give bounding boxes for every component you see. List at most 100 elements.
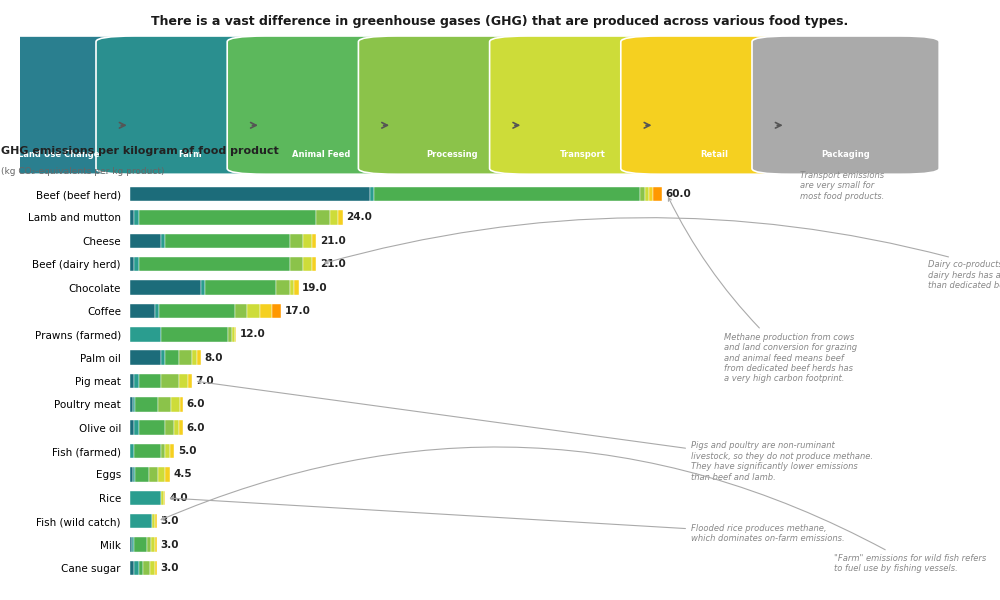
Bar xyxy=(130,350,161,365)
Bar xyxy=(130,327,161,341)
Text: 4.0: 4.0 xyxy=(169,493,188,503)
Text: Flooded rice produces methane,
which dominates on-farm emissions.: Flooded rice produces methane, which dom… xyxy=(170,497,845,543)
Bar xyxy=(161,350,165,365)
Bar xyxy=(152,514,155,529)
Text: Methane production from cows
and land conversion for grazing
and animal feed mea: Methane production from cows and land co… xyxy=(668,197,857,383)
Text: Land Use Change: Land Use Change xyxy=(18,149,99,158)
FancyBboxPatch shape xyxy=(490,36,677,174)
Bar xyxy=(312,233,316,248)
FancyBboxPatch shape xyxy=(227,36,414,174)
Bar xyxy=(165,421,174,435)
Bar xyxy=(139,257,290,271)
Bar xyxy=(158,467,165,482)
Bar xyxy=(130,444,134,458)
Text: GHG emissions per kilogram of food product: GHG emissions per kilogram of food produ… xyxy=(1,146,278,156)
Bar xyxy=(130,421,134,435)
Text: 4.5: 4.5 xyxy=(173,469,192,479)
Bar xyxy=(170,444,174,458)
Bar xyxy=(159,304,235,318)
Bar xyxy=(171,397,180,412)
Bar xyxy=(653,187,662,201)
Text: Farm: Farm xyxy=(178,149,201,158)
Bar xyxy=(164,491,165,505)
Bar xyxy=(640,187,645,201)
Bar xyxy=(134,374,139,388)
Bar xyxy=(130,467,133,482)
Bar xyxy=(645,187,649,201)
Text: Pigs and poultry are non-ruminant
livestock, so they do not produce methane.
The: Pigs and poultry are non-ruminant livest… xyxy=(198,380,873,481)
Bar xyxy=(338,210,343,224)
Bar xyxy=(130,514,152,529)
Bar xyxy=(276,280,290,295)
Bar xyxy=(149,467,158,482)
Text: Retail: Retail xyxy=(700,149,728,158)
Bar xyxy=(205,280,276,295)
Bar xyxy=(179,374,188,388)
Bar xyxy=(179,421,183,435)
FancyBboxPatch shape xyxy=(358,36,546,174)
Bar xyxy=(134,561,139,575)
Bar xyxy=(130,374,134,388)
Bar xyxy=(272,304,281,318)
Bar xyxy=(294,280,299,295)
Bar xyxy=(135,467,149,482)
Bar xyxy=(155,538,157,552)
Text: (kg CO₂-equivalents per kg product): (kg CO₂-equivalents per kg product) xyxy=(1,167,164,176)
Bar xyxy=(312,257,316,271)
Bar xyxy=(130,538,132,552)
Bar xyxy=(235,327,236,341)
Bar xyxy=(374,187,640,201)
Text: "Farm" emissions for wild fish refers
to fuel use by fishing vessels.: "Farm" emissions for wild fish refers to… xyxy=(161,447,986,573)
Text: 17.0: 17.0 xyxy=(284,306,310,316)
Bar xyxy=(161,327,228,341)
Text: 5.0: 5.0 xyxy=(178,446,196,456)
Bar xyxy=(130,257,134,271)
Bar xyxy=(155,561,157,575)
Bar xyxy=(179,350,192,365)
Bar xyxy=(132,538,134,552)
Text: 24.0: 24.0 xyxy=(346,212,372,223)
FancyBboxPatch shape xyxy=(621,36,808,174)
Text: 6.0: 6.0 xyxy=(187,423,205,433)
Bar xyxy=(139,561,143,575)
Text: Dairy co-products means beef from
dairy herds has a lower carbon footprint
than : Dairy co-products means beef from dairy … xyxy=(325,218,1000,290)
Bar xyxy=(649,187,653,201)
Bar xyxy=(139,210,316,224)
Text: Transport: Transport xyxy=(560,149,606,158)
Bar xyxy=(130,187,370,201)
Text: Packaging: Packaging xyxy=(821,149,870,158)
Bar xyxy=(139,374,161,388)
Bar xyxy=(290,280,294,295)
Bar xyxy=(316,210,330,224)
Text: Transport emissions
are very small for
most food products.: Transport emissions are very small for m… xyxy=(800,171,884,201)
Bar xyxy=(150,561,155,575)
Bar xyxy=(134,421,139,435)
Bar xyxy=(130,280,201,295)
Bar xyxy=(135,397,158,412)
Bar xyxy=(180,397,183,412)
Bar xyxy=(130,561,134,575)
Bar xyxy=(139,421,165,435)
Bar xyxy=(130,210,134,224)
Bar xyxy=(228,327,232,341)
Text: 3.0: 3.0 xyxy=(160,516,179,526)
FancyBboxPatch shape xyxy=(96,36,283,174)
Bar xyxy=(290,233,303,248)
Bar xyxy=(232,327,235,341)
Bar xyxy=(303,257,312,271)
Bar xyxy=(161,444,165,458)
Bar xyxy=(201,280,205,295)
Bar xyxy=(130,304,155,318)
Text: 12.0: 12.0 xyxy=(240,329,266,339)
Bar xyxy=(161,233,165,248)
Text: 21.0: 21.0 xyxy=(320,259,346,269)
Bar xyxy=(161,374,179,388)
Bar xyxy=(303,233,312,248)
Text: 60.0: 60.0 xyxy=(666,189,692,199)
FancyBboxPatch shape xyxy=(752,36,939,174)
Bar xyxy=(165,233,290,248)
Bar xyxy=(165,350,179,365)
Bar xyxy=(165,444,170,458)
Bar xyxy=(155,514,157,529)
Bar xyxy=(130,491,161,505)
